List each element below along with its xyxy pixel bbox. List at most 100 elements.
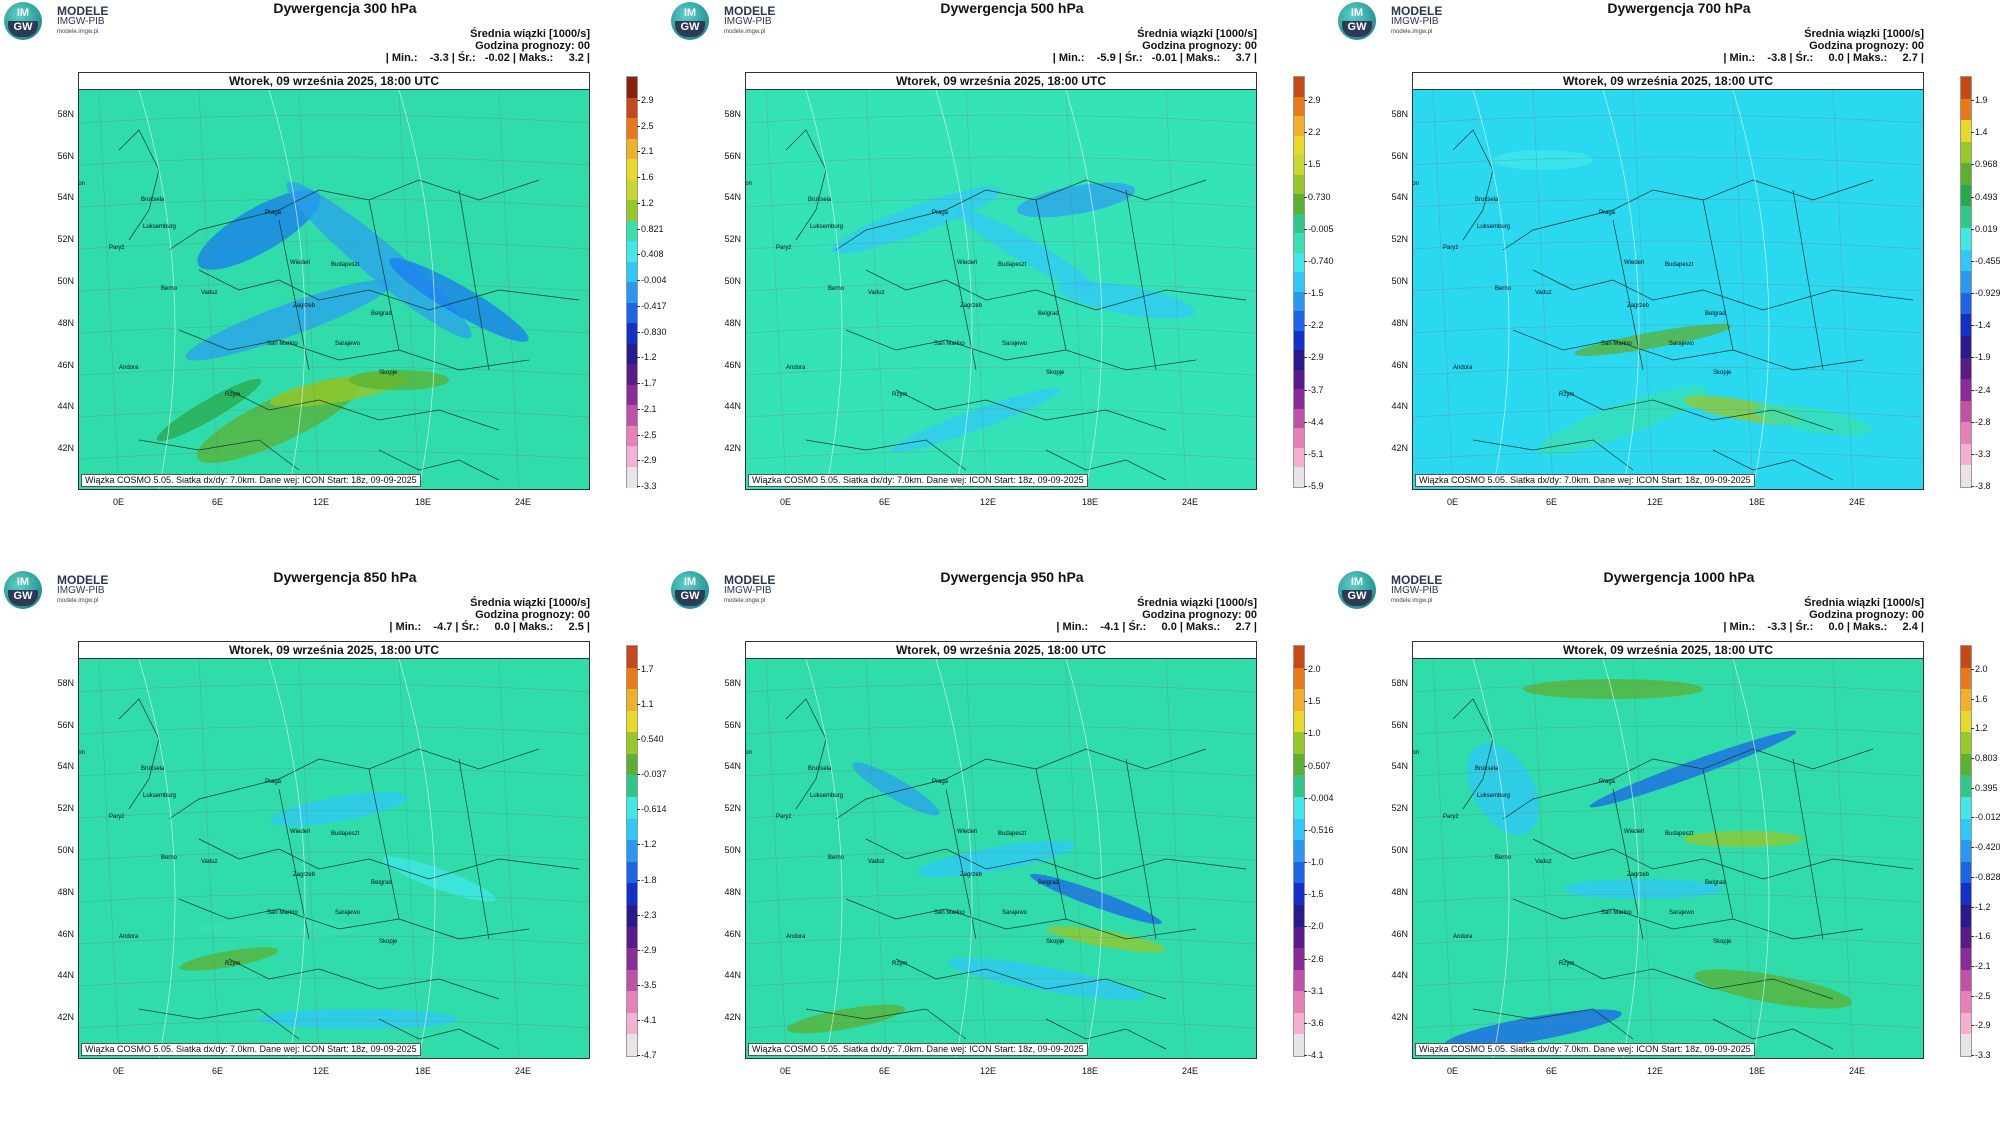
logo-emblem-bottom: GW [1342, 590, 1372, 606]
colorbar-segment [1294, 926, 1304, 949]
mean-label: Średnia wiązki [1000/s] [470, 597, 590, 609]
divergence-map[interactable]: London Bruksela Paryż Luksemburg Praga Wiedeń… [79, 90, 589, 489]
colorbar-tick [1971, 389, 1974, 391]
latitude-line [1413, 324, 1923, 334]
longitude-line [765, 90, 787, 489]
colorbar-segment [627, 138, 637, 160]
divergence-area [956, 208, 1096, 292]
city-label: Andora [119, 934, 139, 940]
divergence-map[interactable]: London Bruksela Paryż Luksemburg Praga Wiedeń… [79, 659, 589, 1058]
colorbar-label: -2.4 [1975, 384, 1991, 395]
contour-line [1065, 90, 1103, 489]
longitude-label: 24E [1182, 1066, 1199, 1076]
latitude-line [746, 366, 1256, 376]
logo-emblem: IM GW [671, 2, 709, 40]
city-label: Bruksela [1475, 766, 1499, 772]
latitude-line [79, 198, 589, 208]
colorbar-segment [627, 384, 637, 406]
colorbar-tick [1304, 486, 1307, 487]
map-background [1413, 659, 1923, 1058]
colorbar-label: 0.821 [641, 223, 664, 234]
contour-line [1732, 659, 1770, 1058]
divergence-map[interactable]: London Bruksela Paryż Luksemburg Praga Wiedeń… [746, 90, 1256, 489]
latitude-line [746, 809, 1256, 819]
longitude-label: 6E [879, 1066, 891, 1076]
colorbar-segment [627, 159, 637, 180]
colorbar-tick [1304, 325, 1307, 327]
latitude-label: 48N [724, 318, 741, 328]
latitude-line [79, 977, 589, 987]
colorbar-tick [637, 809, 640, 811]
logo-url: modele.imgw.pl [724, 598, 766, 604]
stats-block: Średnia wiązki [1000/s] Godzina prognozy:… [1056, 597, 1257, 633]
longitude-line [198, 659, 220, 1058]
logo-url: modele.imgw.pl [57, 29, 99, 35]
city-label: Sarajewo [335, 910, 361, 916]
colorbar-segment [627, 753, 637, 776]
city-label: Belgrad [371, 880, 392, 886]
longitude-line [98, 659, 120, 1058]
latitude-line [79, 240, 589, 250]
colorbar-label: 0.803 [1975, 753, 1998, 764]
colorbar-segment [1294, 311, 1304, 332]
city-label: London [79, 750, 86, 756]
logo-emblem-bottom: GW [1342, 21, 1372, 37]
city-label: Belgrad [1705, 311, 1726, 317]
colorbar-tick [637, 305, 640, 307]
colorbar-segment [1294, 797, 1304, 820]
colorbar-tick [1971, 847, 1974, 849]
latitude-label: 50N [1391, 845, 1408, 855]
mean-label: Średnia wiązki [1000/s] [1804, 28, 1924, 40]
latitude-label: 48N [724, 887, 741, 897]
colorbar-label: -0.830 [641, 326, 667, 337]
city-label: Belgrad [1705, 880, 1726, 886]
colorbar-tick [1304, 990, 1307, 992]
colorbar-segment [1961, 1012, 1971, 1035]
contour-line [138, 90, 176, 489]
divergence-map[interactable]: London Bruksela Paryż Luksemburg Praga Wiedeń… [1413, 90, 1923, 489]
city-label: San Marino [1601, 910, 1632, 916]
imgw-logo: IM GW MODELE IMGW-PIB modele.imgw.pl [1338, 571, 1458, 611]
mean-label: Średnia wiązki [1000/s] [470, 28, 590, 40]
city-label: Belgrad [1038, 311, 1059, 317]
city-label: Rzym [225, 961, 241, 967]
latitude-label: 52N [57, 803, 74, 813]
colorbar-tick [1971, 698, 1974, 700]
colorbar [626, 645, 638, 1057]
imgw-logo: IM GW MODELE IMGW-PIB modele.imgw.pl [4, 2, 124, 42]
logo-title: MODELE [724, 573, 776, 587]
longitude-label: 12E [313, 497, 330, 507]
colorbar-segment [627, 948, 637, 971]
colorbar-segment [1961, 926, 1971, 949]
stats-values: | Min.: -4.1 | Śr.: 0.0 | Maks.: 2.7 | [1056, 621, 1257, 633]
city-label: Belgrad [1038, 880, 1059, 886]
city-label: Rzym [892, 961, 908, 967]
colorbar-label: -1.7 [641, 378, 657, 389]
divergence-map[interactable]: London Bruksela Paryż Luksemburg Praga Wiedeń… [1413, 659, 1923, 1058]
logo-emblem-top: IM [683, 576, 697, 588]
logo-emblem-bottom: GW [8, 21, 38, 37]
city-label: Andora [119, 365, 139, 371]
city-label: Berno [828, 855, 845, 861]
colorbar-tick [1971, 906, 1974, 908]
latitude-label: 52N [1391, 234, 1408, 244]
colorbar-segment [1961, 883, 1971, 906]
map-background [746, 90, 1256, 489]
colorbar-tick [637, 949, 640, 951]
latitude-label: 44N [1391, 970, 1408, 980]
colorbar-label: -4.1 [1308, 1050, 1324, 1060]
divergence-map[interactable]: London Bruksela Paryż Luksemburg Praga Wiedeń… [746, 659, 1256, 1058]
colorbar-segment [627, 446, 637, 467]
contour-line [268, 659, 306, 1058]
colorbar-label: -1.8 [641, 874, 657, 885]
colorbar-tick [1971, 164, 1974, 166]
colorbar-label: 1.2 [641, 197, 654, 208]
longitude-line [765, 659, 787, 1058]
colorbar-tick [637, 704, 640, 706]
colorbar-label: -3.6 [1308, 1017, 1324, 1028]
forecast-panel: IM GW MODELE IMGW-PIB modele.imgw.pl Dywergen… [1334, 0, 2000, 568]
longitude-label: 12E [980, 497, 997, 507]
longitude-line [498, 659, 520, 1058]
colorbar-label: -0.516 [1308, 824, 1334, 835]
forecast-hour: Godzina prognozy: 00 [475, 40, 590, 52]
